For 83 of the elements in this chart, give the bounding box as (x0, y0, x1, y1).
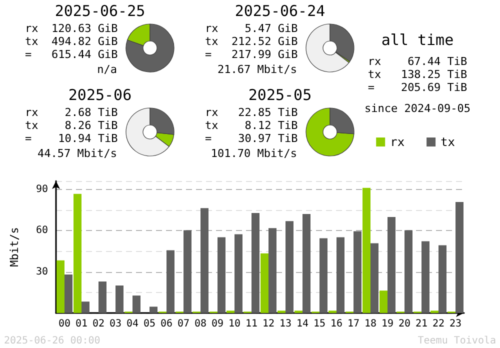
bar (166, 250, 174, 313)
bar (82, 302, 90, 313)
text: rx 67.44 TiB (368, 55, 468, 68)
x-tick-label: 17 (347, 318, 360, 330)
text: = 30.97 TiB (205, 132, 298, 145)
bar (302, 214, 310, 313)
chart-title: 2025-05 (248, 86, 312, 104)
bar (268, 228, 276, 313)
x-tick-label: 01 (75, 318, 88, 330)
bar (64, 274, 72, 313)
y-tick-label: 90 (36, 184, 48, 195)
bar (286, 221, 294, 313)
y-tick-label: 30 (36, 266, 48, 278)
bar (132, 296, 140, 313)
x-tick-label: 15 (313, 318, 326, 330)
x-tick-label: 00 (58, 318, 71, 330)
text: tx 212.52 GiB (205, 35, 298, 48)
text: all time (380, 31, 455, 49)
bar (150, 306, 158, 313)
x-tick-label: 09 (211, 318, 224, 330)
text: rx 2.68 TiB (25, 106, 118, 119)
x-tick-label: 05 (143, 318, 156, 330)
legend-label: tx (440, 135, 456, 149)
bar (370, 243, 378, 313)
text: rx 120.63 GiB (25, 22, 118, 35)
bar (380, 290, 388, 313)
text: tx 494.82 GiB (25, 35, 118, 48)
y-tick-label: 60 (36, 225, 48, 236)
x-tick-label: 04 (126, 318, 139, 330)
bar (234, 234, 242, 313)
chart-title: 2025-06-24 (234, 2, 326, 20)
bar (56, 260, 64, 313)
x-tick-label: 14 (296, 318, 309, 330)
x-tick-label: 13 (279, 318, 292, 330)
text: tx 138.25 TiB (368, 68, 468, 81)
bar (336, 237, 344, 313)
text: = 615.44 GiB (25, 48, 118, 61)
chart-title: 2025-06-25 (54, 2, 146, 20)
x-tick-label: 02 (92, 318, 105, 330)
bar (438, 245, 446, 313)
bar (98, 282, 106, 313)
text: 44.57 Mbit/s (36, 147, 117, 160)
text: 101.70 Mbit/s (210, 147, 297, 160)
x-tick-label: 23 (449, 318, 462, 330)
text: n/a (96, 63, 117, 76)
x-tick-label: 11 (245, 318, 258, 330)
text: 21.67 Mbit/s (216, 63, 297, 76)
bar (74, 194, 82, 313)
text: tx 8.12 TiB (205, 119, 298, 132)
x-tick-label: 21 (415, 318, 428, 330)
bar (252, 213, 260, 313)
x-tick-label: 20 (398, 318, 411, 330)
text: rx 22.85 TiB (205, 106, 298, 119)
bar (116, 286, 124, 313)
x-tick-label: 12 (262, 318, 275, 330)
bar (404, 230, 412, 313)
bar (184, 230, 192, 313)
bar (320, 238, 328, 313)
x-tick-label: 08 (194, 318, 207, 330)
text: = 205.69 TiB (368, 81, 468, 94)
x-tick-label: 07 (177, 318, 190, 330)
text: = 217.99 GiB (205, 48, 298, 61)
x-tick-label: 18 (364, 318, 377, 330)
bar (218, 237, 226, 313)
text: = 10.94 TiB (25, 132, 118, 145)
bar (354, 231, 362, 313)
text: since 2024-09-05 (364, 102, 472, 115)
x-tick-label: 19 (381, 318, 394, 330)
bar (260, 253, 268, 313)
x-tick-label: 22 (432, 318, 445, 330)
bar (362, 188, 370, 313)
text: tx 8.26 TiB (25, 119, 118, 132)
x-tick-label: 03 (109, 318, 122, 330)
bar (200, 208, 208, 313)
y-axis-title: Mbit/s (8, 227, 21, 267)
x-tick-label: 06 (160, 318, 173, 330)
bar (388, 217, 396, 313)
chart-title: 2025-06 (67, 86, 133, 104)
x-tick-label: 16 (330, 318, 343, 330)
legend-label: rx (390, 135, 405, 149)
bar (422, 241, 430, 313)
text: rx 5.47 GiB (205, 22, 298, 35)
x-tick-label: 10 (228, 318, 241, 330)
